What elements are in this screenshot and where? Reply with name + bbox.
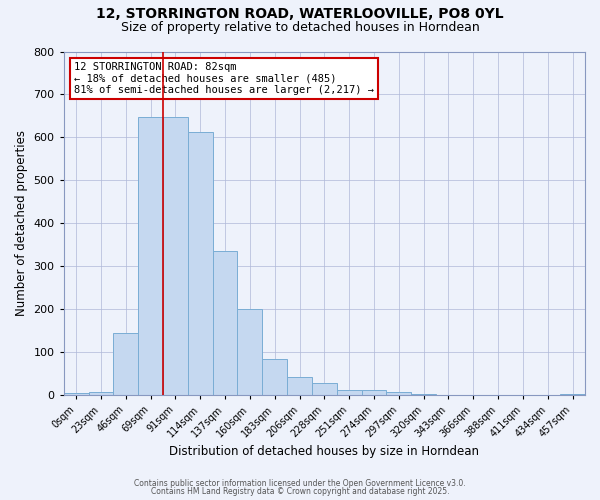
Bar: [560, 394, 585, 395]
Text: 12 STORRINGTON ROAD: 82sqm
← 18% of detached houses are smaller (485)
81% of sem: 12 STORRINGTON ROAD: 82sqm ← 18% of deta…: [74, 62, 374, 95]
Bar: [312, 384, 337, 395]
Text: 12, STORRINGTON ROAD, WATERLOOVILLE, PO8 0YL: 12, STORRINGTON ROAD, WATERLOOVILLE, PO8…: [96, 8, 504, 22]
Bar: [337, 390, 362, 395]
X-axis label: Distribution of detached houses by size in Horndean: Distribution of detached houses by size …: [169, 444, 479, 458]
Bar: [89, 392, 113, 395]
Bar: [64, 393, 89, 395]
Bar: [212, 251, 238, 395]
Text: Contains public sector information licensed under the Open Government Licence v3: Contains public sector information licen…: [134, 478, 466, 488]
Bar: [411, 394, 436, 395]
Y-axis label: Number of detached properties: Number of detached properties: [15, 130, 28, 316]
Bar: [138, 117, 163, 395]
Bar: [113, 332, 138, 395]
Bar: [362, 390, 386, 395]
Bar: [287, 377, 312, 395]
Bar: [386, 392, 411, 395]
Text: Contains HM Land Registry data © Crown copyright and database right 2025.: Contains HM Land Registry data © Crown c…: [151, 487, 449, 496]
Bar: [188, 132, 212, 395]
Bar: [238, 309, 262, 395]
Bar: [163, 117, 188, 395]
Text: Size of property relative to detached houses in Horndean: Size of property relative to detached ho…: [121, 21, 479, 34]
Bar: [262, 360, 287, 395]
